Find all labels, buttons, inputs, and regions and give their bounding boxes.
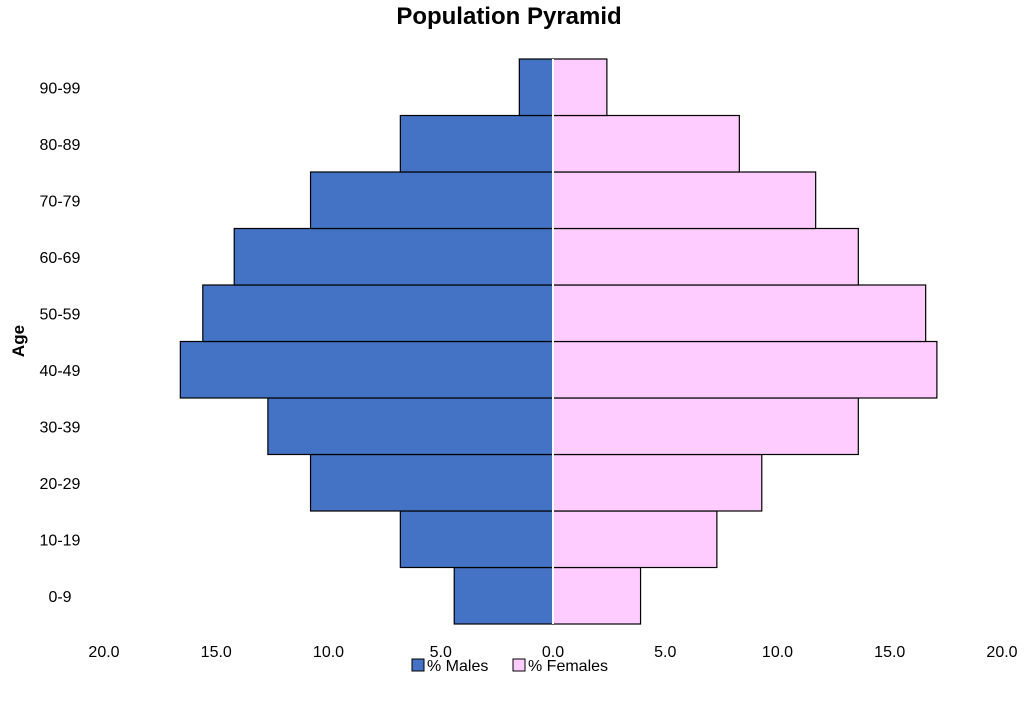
female-bar-90-99 (552, 58, 608, 117)
y-axis-label: Age (9, 325, 28, 357)
x-tick-label: 0.0 (542, 644, 564, 661)
y-tick-label: 90-99 (40, 80, 81, 97)
legend-label: % Females (528, 658, 608, 675)
x-tick-label: 20.0 (88, 644, 119, 661)
x-tick-label: 10.0 (313, 644, 344, 661)
y-tick-label: 70-79 (40, 193, 81, 210)
male-bar-50-59 (202, 284, 554, 343)
female-bar-50-59 (552, 284, 927, 343)
x-tick-label: 10.0 (762, 644, 793, 661)
female-bar-30-39 (552, 397, 859, 456)
y-tick-label: 20-29 (40, 476, 81, 493)
x-tick-label: 15.0 (201, 644, 232, 661)
legend-label: % Males (427, 658, 488, 675)
y-tick-label: 30-39 (40, 419, 81, 436)
legend-swatch (411, 658, 425, 672)
male-bar-70-79 (309, 171, 554, 230)
x-tick-label: 5.0 (654, 644, 676, 661)
male-bar-10-19 (399, 510, 554, 569)
male-bar-90-99 (518, 58, 554, 117)
male-bar-0-9 (453, 566, 554, 625)
male-bar-30-39 (267, 397, 554, 456)
y-tick-label: 80-89 (40, 137, 81, 154)
female-bar-60-69 (552, 227, 859, 286)
female-bar-0-9 (552, 566, 642, 625)
y-tick-label: 40-49 (40, 363, 81, 380)
female-bar-20-29 (552, 453, 763, 512)
female-bar-10-19 (552, 510, 718, 569)
male-bar-80-89 (399, 114, 554, 173)
female-bar-70-79 (552, 171, 817, 230)
legend-swatch (512, 658, 526, 672)
x-tick-label: 20.0 (986, 644, 1017, 661)
y-tick-label: 50-59 (40, 306, 81, 323)
y-tick-label: 0-9 (48, 589, 71, 606)
female-bar-40-49 (552, 340, 938, 399)
y-tick-label: 60-69 (40, 250, 81, 267)
y-tick-label: 10-19 (40, 532, 81, 549)
male-bar-20-29 (309, 453, 554, 512)
female-bar-80-89 (552, 114, 740, 173)
chart-title: Population Pyramid (396, 3, 621, 30)
x-tick-label: 15.0 (874, 644, 905, 661)
male-bar-60-69 (233, 227, 554, 286)
male-bar-40-49 (179, 340, 554, 399)
x-tick-label: 5.0 (430, 644, 452, 661)
